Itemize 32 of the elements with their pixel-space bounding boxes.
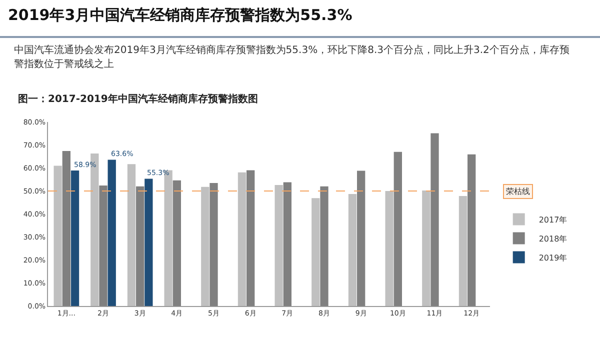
bar xyxy=(348,194,357,306)
chart-title: 2019年3月中国汽车经销商库存预警指数为55.3% xyxy=(8,6,354,25)
bar xyxy=(274,185,283,306)
bar xyxy=(385,191,394,306)
bar xyxy=(54,166,62,306)
bar xyxy=(144,178,153,306)
bar xyxy=(357,170,366,306)
bar xyxy=(127,164,136,306)
bar xyxy=(70,170,80,306)
bar xyxy=(320,186,328,306)
text: 图一：2017-2019年中国汽车经销商库存预警指数图 xyxy=(18,92,258,106)
bar xyxy=(283,182,292,306)
bar xyxy=(312,198,320,306)
bar xyxy=(210,182,218,306)
legend-label: 2019年 xyxy=(538,253,568,262)
ref-line-label: 荣枯线 xyxy=(506,187,530,196)
bar xyxy=(430,133,439,306)
bar xyxy=(108,160,116,306)
bar xyxy=(99,185,108,306)
bar xyxy=(394,152,402,306)
bar xyxy=(458,196,468,306)
legend-label: 2018年 xyxy=(538,234,568,244)
bar xyxy=(246,170,255,306)
bar xyxy=(136,186,144,306)
chart-subtitle: 中国汽车流通协会发布2019年3月汽车经销商库存预警指数为55.3%，环比下降8.3个百分点，同比上升3.2个百分点，库存预警指数位于警戒线之上 xyxy=(14,44,570,72)
bar xyxy=(201,186,210,306)
bar xyxy=(238,172,246,306)
bar xyxy=(468,154,476,306)
bar xyxy=(422,190,430,306)
legend-label: 2017年 xyxy=(538,215,568,224)
bar xyxy=(62,150,70,306)
bar xyxy=(172,180,181,306)
